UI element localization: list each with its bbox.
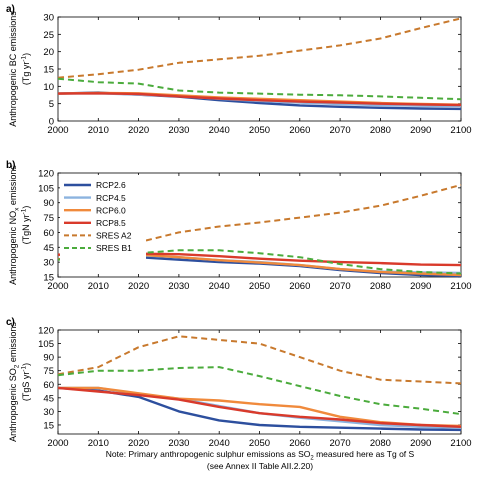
annex-reference: (see Annex II Table AII.2.20) [206,461,314,471]
x-tick-label: 2020 [128,281,149,292]
x-tick-label: 2090 [410,438,431,449]
x-tick-label: 2000 [47,281,68,292]
x-tick-label: 2100 [450,125,471,136]
legend-label: RCP6.0 [96,205,126,215]
x-tick-label: 2000 [47,125,68,136]
x-tick-label: 2050 [249,438,270,449]
y-tick-label: 25 [43,30,54,41]
y-tick-label: 15 [43,420,54,431]
y-axis-unit: (TgN yr-1) [21,206,32,245]
legend-label: RCP4.5 [96,193,126,203]
x-tick-label: 2050 [249,281,270,292]
panel-label: b) [6,160,15,171]
x-tick-label: 2050 [249,125,270,136]
y-tick-label: 45 [43,393,54,404]
x-tick-label: 2040 [209,438,230,449]
x-tick-label: 2070 [330,438,351,449]
y-tick-label: 30 [43,13,54,24]
y-axis-unit: (TgS yr-1) [21,363,32,401]
y-tick-label: 120 [38,169,54,180]
x-tick-label: 2070 [330,125,351,136]
legend-box [60,175,146,267]
y-axis-label: Anthropogenic BC emissions [8,11,18,127]
x-tick-label: 2080 [370,125,391,136]
x-tick-label: 2040 [209,281,230,292]
y-tick-label: 10 [43,82,54,93]
y-tick-label: 20 [43,47,54,58]
y-tick-label: 60 [43,380,54,391]
x-tick-label: 2090 [410,125,431,136]
y-tick-label: 105 [38,183,54,194]
series-line-sres-a2 [57,183,462,261]
y-tick-label: 15 [43,65,54,76]
y-axis-label: Anthropogenic SO2 emissions [8,322,21,442]
x-tick-label: 2080 [370,438,391,449]
y-tick-label: 0 [49,117,54,128]
y-tick-label: 75 [43,213,54,224]
x-tick-label: 2100 [450,281,471,292]
x-tick-label: 2060 [289,281,310,292]
y-tick-label: 105 [38,339,54,350]
panel-c: c) 15 30 45 60 75 90 105 120 2000 2010 2020 2030 2040… [6,317,472,449]
y-tick-label: 90 [43,198,54,209]
y-tick-label: 5 [49,99,54,110]
x-tick-label: 2020 [128,125,149,136]
legend-label: SRES A2 [96,231,132,241]
x-tick-label: 2080 [370,281,391,292]
x-tick-label: 2030 [168,281,189,292]
series-line-sres-a2 [57,335,462,385]
y-tick-label: 75 [43,366,54,377]
legend: RCP2.6 RCP4.5 RCP6.0 RCP8.5 SRES A2 SRES B1 [60,175,146,267]
y-tick-label: 90 [43,353,54,364]
y-tick-label: 120 [38,326,54,337]
panel-b: b) 15 30 45 60 75 90 105 120 2000 2010 2020 2030 2040… [6,160,472,292]
panel-label: c) [6,317,15,328]
series-line-sres-b1 [57,249,462,275]
x-tick-label: 2090 [410,281,431,292]
x-tick-label: 2010 [88,438,109,449]
x-tick-label: 2020 [128,438,149,449]
y-tick-label: 15 [43,273,54,284]
x-tick-label: 2040 [209,125,230,136]
x-tick-label: 2100 [450,438,471,449]
x-tick-label: 2070 [330,281,351,292]
y-axis-label: Anthropogenic NOx emissions [8,165,21,285]
series-line-sres-b1 [57,366,462,416]
series-line-rcp8-5 [57,386,462,428]
x-tick-label: 2060 [289,125,310,136]
x-tick-label: 2030 [168,438,189,449]
x-tick-label: 2060 [289,438,310,449]
y-tick-label: 45 [43,243,54,254]
x-tick-label: 2010 [88,125,109,136]
y-axis-unit: (Tg yr-1) [21,53,32,85]
y-tick-label: 60 [43,228,54,239]
panel-label: a) [6,4,15,15]
y-tick-label: 30 [43,407,54,418]
sulphur-note: Note: Primary anthropogenic sulphur emis… [105,449,415,462]
series-line-sres-b1 [57,77,462,101]
x-tick-label: 2000 [47,438,68,449]
panel-a: a) 0 5 10 15 20 25 30 2000 2010 2020 2030 2040 2050 20… [6,4,472,136]
legend-label: SRES B1 [96,243,132,253]
legend-label: RCP2.6 [96,180,126,190]
plot-frame [57,329,462,435]
series-line-rcp8-5 [57,92,462,107]
series-line-sres-a2 [57,17,462,79]
legend-label: RCP8.5 [96,218,126,228]
y-tick-label: 30 [43,258,54,269]
x-tick-label: 2010 [88,281,109,292]
x-tick-label: 2030 [168,125,189,136]
